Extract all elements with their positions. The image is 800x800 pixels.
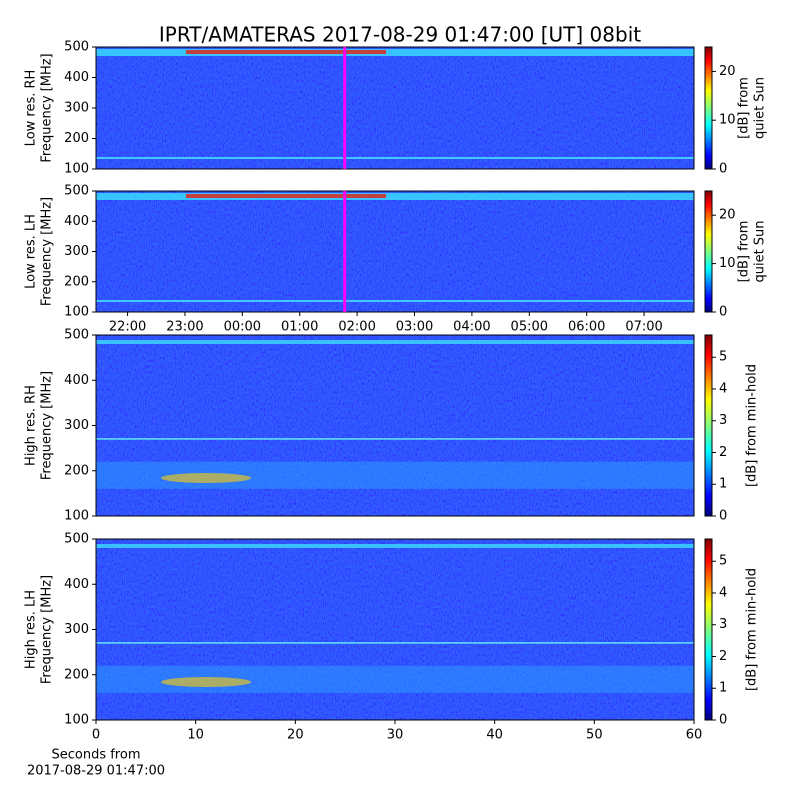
y-tick-label: 200 <box>64 131 89 146</box>
spectrogram-band <box>96 193 694 200</box>
x-axis-label: Seconds from <box>51 748 140 763</box>
colorbar <box>704 538 713 721</box>
colorbar-tick-label: 2 <box>719 445 727 460</box>
colorbar-tick-label: 20 <box>719 64 736 79</box>
y-tick-label: 100 <box>64 509 89 524</box>
x-tick-label: 10 <box>187 728 204 743</box>
y-tick-label: 300 <box>64 622 89 637</box>
x-tick-label: 02:00 <box>338 320 375 335</box>
colorbar-tick-label: 10 <box>719 256 736 271</box>
x-tick-label: 30 <box>387 728 404 743</box>
y-tick-label: 400 <box>64 373 89 388</box>
y-tick-label: 500 <box>64 40 89 55</box>
y-axis-label: Low res. LH <box>24 214 39 289</box>
spectrogram-burst <box>161 676 251 687</box>
x-tick-label: 23:00 <box>166 320 203 335</box>
colorbar-tick-label: 0 <box>719 713 727 728</box>
x-tick-label: 00:00 <box>224 320 261 335</box>
y-axis-label: High res. LH <box>24 590 39 669</box>
spectrogram-band <box>96 544 694 548</box>
y-tick-label: 300 <box>64 101 89 116</box>
spectrogram-noise <box>96 47 694 169</box>
x-tick-label: 06:00 <box>568 320 605 335</box>
y-axis-label: Frequency [MHz] <box>40 371 55 480</box>
colorbar-tick-label: 5 <box>719 554 727 569</box>
colorbar-label: quiet Sun <box>753 77 768 139</box>
spectrogram-noise <box>96 191 694 312</box>
colorbar <box>704 46 713 170</box>
y-axis-label: Frequency [MHz] <box>40 575 55 684</box>
x-tick-label: 50 <box>586 728 603 743</box>
colorbar-tick-label: 5 <box>719 350 727 365</box>
y-axis-label: Frequency [MHz] <box>40 53 55 162</box>
spectrogram-band <box>186 50 386 54</box>
x-tick-label: 0 <box>92 728 100 743</box>
spectrogram-band <box>96 49 694 56</box>
y-axis-label: High res. RH <box>24 385 39 466</box>
y-tick-label: 500 <box>64 532 89 547</box>
y-axis-label: Low res. RH <box>24 70 39 147</box>
y-tick-label: 100 <box>64 305 89 320</box>
y-tick-label: 100 <box>64 162 89 177</box>
colorbar-label: [dB] from min-hold <box>745 364 760 487</box>
colorbar <box>704 334 713 517</box>
colorbar-label: quiet Sun <box>753 220 768 282</box>
x-tick-label: 04:00 <box>453 320 490 335</box>
figure-title: IPRT/AMATERAS 2017-08-29 01:47:00 [UT] 0… <box>159 23 641 47</box>
y-tick-label: 200 <box>64 463 89 478</box>
colorbar-label: [dB] from <box>737 221 752 283</box>
spectrogram-band <box>186 194 386 198</box>
spectrogram-burst <box>161 472 251 483</box>
colorbar-tick-label: 1 <box>719 477 727 492</box>
colorbar-tick-label: 4 <box>719 381 727 396</box>
colorbar-tick-label: 1 <box>719 681 727 696</box>
x-tick-label: 07:00 <box>625 320 662 335</box>
x-axis-label: 2017-08-29 01:47:00 <box>27 764 165 779</box>
y-axis-label: Frequency [MHz] <box>40 197 55 306</box>
colorbar-label: [dB] from <box>737 77 752 139</box>
colorbar-tick-label: 0 <box>719 509 727 524</box>
y-tick-label: 500 <box>64 328 89 343</box>
colorbar-tick-label: 3 <box>719 617 727 632</box>
colorbar-tick-label: 20 <box>719 208 736 223</box>
colorbar-tick-label: 3 <box>719 413 727 428</box>
y-tick-label: 300 <box>64 244 89 259</box>
y-tick-label: 100 <box>64 713 89 728</box>
y-tick-label: 200 <box>64 274 89 289</box>
colorbar-tick-label: 0 <box>719 162 727 177</box>
colorbar-tick-label: 2 <box>719 649 727 664</box>
x-tick-label: 03:00 <box>396 320 433 335</box>
spectrogram-band <box>96 438 694 440</box>
colorbar-label: [dB] from min-hold <box>745 568 760 691</box>
y-tick-label: 400 <box>64 214 89 229</box>
y-tick-label: 200 <box>64 667 89 682</box>
x-tick-label: 40 <box>486 728 503 743</box>
y-tick-label: 400 <box>64 70 89 85</box>
y-tick-label: 300 <box>64 418 89 433</box>
spectrogram-band <box>96 300 694 302</box>
spectrogram-band <box>96 157 694 159</box>
x-tick-label: 22:00 <box>109 320 146 335</box>
x-tick-label: 01:00 <box>281 320 318 335</box>
colorbar-tick-label: 4 <box>719 585 727 600</box>
spectrogram-band <box>96 340 694 344</box>
x-tick-label: 05:00 <box>511 320 548 335</box>
y-tick-label: 400 <box>64 577 89 592</box>
x-tick-label: 20 <box>287 728 304 743</box>
colorbar <box>704 190 713 313</box>
y-tick-label: 500 <box>64 184 89 199</box>
colorbar-tick-label: 10 <box>719 113 736 128</box>
spectrogram-band <box>96 642 694 644</box>
colorbar-tick-label: 0 <box>719 305 727 320</box>
x-tick-label: 60 <box>686 728 703 743</box>
